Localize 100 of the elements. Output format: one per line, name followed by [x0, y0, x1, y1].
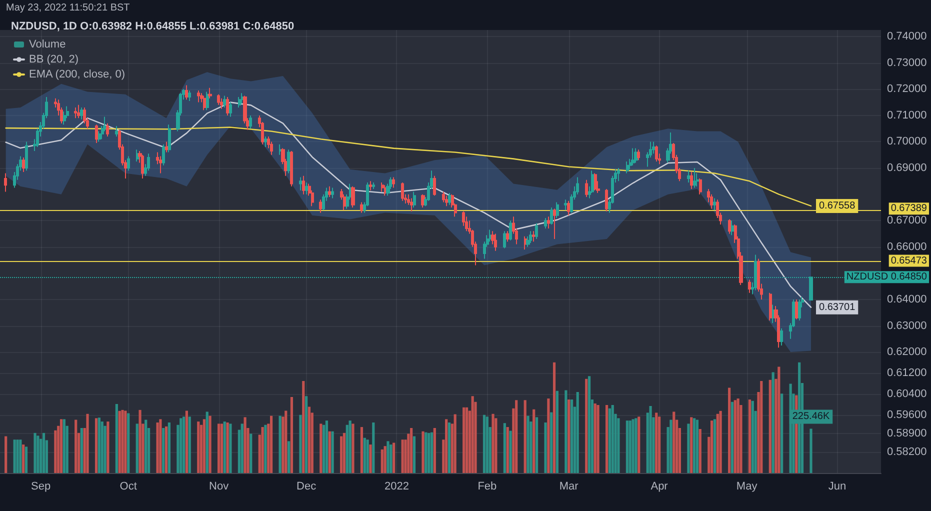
bar	[164, 426, 168, 473]
bar	[162, 428, 165, 473]
candlestick	[136, 149, 139, 162]
candlestick	[433, 175, 436, 196]
candlestick	[652, 141, 655, 154]
candlestick	[4, 172, 7, 192]
bar	[223, 422, 226, 473]
bar	[410, 428, 413, 473]
bar	[34, 432, 36, 473]
bar	[696, 420, 699, 473]
y-tick-label: 0.73000	[887, 56, 927, 69]
candlestick	[319, 199, 322, 214]
candlestick	[74, 107, 77, 119]
bar	[226, 422, 229, 473]
candlestick	[631, 148, 635, 166]
bar	[433, 428, 436, 473]
bar	[360, 427, 364, 473]
y-tick-label: 0.58900	[887, 428, 927, 440]
ref-line-label: NZDUSD 0.64850	[846, 272, 928, 283]
bar	[445, 419, 448, 473]
bar	[197, 422, 200, 473]
bar	[208, 416, 212, 473]
bar	[106, 422, 110, 473]
candlestick	[544, 217, 547, 229]
bar	[278, 416, 282, 473]
y-tick-label: 0.74000	[887, 30, 927, 43]
candlestick	[728, 218, 731, 234]
bar	[728, 388, 731, 473]
bar	[386, 441, 390, 473]
bar	[308, 406, 311, 473]
candlestick	[351, 186, 355, 208]
candlestick	[279, 144, 282, 156]
y-tick-label: 0.70000	[887, 136, 927, 148]
bar	[605, 405, 608, 473]
bar	[4, 436, 8, 473]
bar	[778, 366, 780, 473]
bar	[328, 431, 331, 473]
bar	[342, 432, 346, 473]
bar	[719, 410, 722, 473]
bar	[428, 432, 430, 473]
candlestick	[401, 182, 404, 202]
bar	[390, 444, 392, 473]
bar	[716, 414, 719, 473]
bar	[340, 436, 343, 473]
y-tick-label: 0.61200	[887, 367, 927, 380]
candlestick	[550, 206, 553, 226]
candlestick	[159, 156, 162, 174]
bar	[448, 422, 451, 473]
bar	[36, 436, 40, 473]
candlestick	[687, 170, 690, 183]
candlestick	[208, 87, 212, 99]
candlestick	[748, 279, 751, 294]
bar	[634, 418, 638, 473]
bar	[693, 418, 696, 473]
candlestick	[220, 98, 223, 110]
bar	[748, 400, 752, 473]
candlestick	[302, 175, 305, 195]
bar	[422, 431, 424, 473]
bar	[638, 416, 640, 473]
candlestick	[25, 141, 28, 172]
bar	[363, 438, 366, 473]
candlestick	[413, 191, 416, 208]
bar	[127, 413, 130, 473]
bar	[270, 416, 273, 473]
candlestick	[238, 96, 241, 108]
candlestick	[80, 107, 83, 120]
candlestick	[605, 188, 608, 212]
bar	[462, 407, 466, 473]
bar	[384, 446, 386, 473]
candlestick	[713, 198, 716, 211]
candlestick	[328, 186, 331, 198]
bar	[348, 420, 352, 473]
bar	[305, 396, 308, 473]
bar	[121, 410, 124, 473]
candlestick	[547, 216, 550, 229]
ref-line-label: 0.65473	[890, 255, 928, 266]
bar	[810, 428, 812, 473]
candlestick	[241, 92, 244, 104]
x-tick-label: Mar	[559, 480, 579, 492]
candlestick	[795, 298, 798, 320]
bar	[594, 403, 596, 473]
bar	[366, 440, 369, 473]
candlestick	[529, 230, 532, 244]
bar	[320, 424, 322, 473]
bar	[430, 432, 434, 473]
bar	[608, 408, 611, 473]
candlestick	[503, 230, 506, 249]
candlestick	[381, 182, 384, 192]
bar	[772, 372, 774, 473]
bar	[649, 406, 652, 473]
bar	[118, 410, 121, 473]
candlestick	[106, 122, 109, 137]
candlestick	[249, 114, 252, 130]
candlestick	[168, 124, 171, 153]
y-tick-label: 0.63000	[887, 320, 927, 332]
bar	[670, 420, 672, 473]
candlestick	[305, 182, 308, 195]
candlestick	[331, 187, 334, 199]
candlestick	[731, 220, 734, 236]
bar	[486, 416, 488, 473]
